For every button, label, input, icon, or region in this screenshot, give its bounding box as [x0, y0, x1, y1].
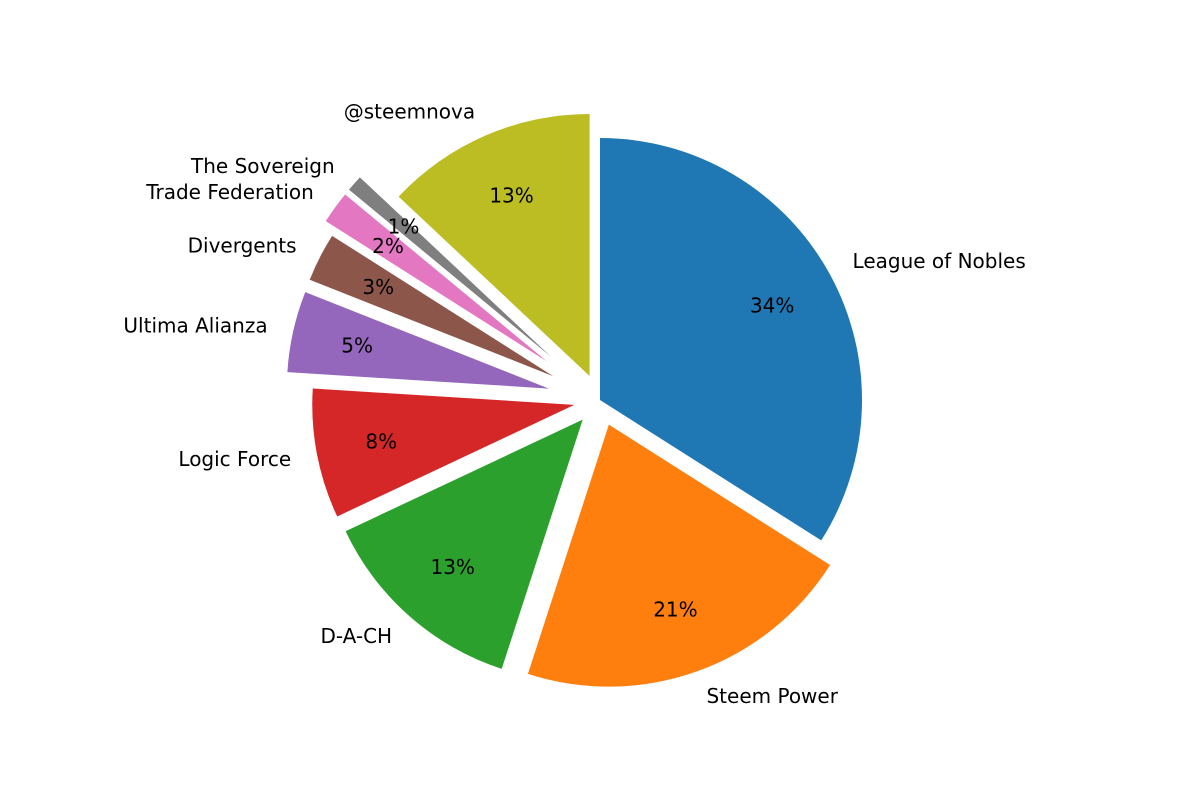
slice-percent-label: 2%: [372, 234, 404, 258]
slice-percent-label: 3%: [362, 275, 394, 299]
pie-slice-the-sovereign: [348, 177, 551, 357]
slice-label: Steem Power: [706, 684, 838, 708]
slice-label: D-A-CH: [320, 624, 392, 648]
slice-percent-label: 1%: [388, 215, 420, 239]
slice-label: League of Nobles: [853, 249, 1026, 273]
pie-labels: League of Nobles 34% Steem Power 21% D-A-CH 1…: [123, 99, 1025, 707]
pie-slice-league-of-nobles: [600, 138, 862, 541]
pie-slice-steemnova: [398, 113, 590, 376]
slice-percent-label: 13%: [430, 555, 474, 579]
pie-slice-steem-power: [527, 424, 831, 687]
slice-label: Divergents: [188, 233, 297, 257]
slice-percent-label: 34%: [750, 293, 794, 317]
slice-percent-label: 21%: [653, 598, 697, 622]
pie-slice-trade-federation: [325, 194, 548, 362]
slice-percent-label: 5%: [341, 334, 373, 358]
pie-slice-ultima-alianza: [287, 292, 549, 389]
slice-label: The Sovereign: [190, 154, 335, 178]
slice-label: Ultima Alianza: [123, 314, 267, 338]
pie-slice-logic-force: [312, 388, 575, 517]
pie-slice-divergents: [309, 235, 554, 377]
pie-slice-d-a-ch: [345, 419, 583, 669]
slice-label: Logic Force: [178, 447, 291, 471]
pie-slices: [287, 113, 862, 687]
slice-label: Trade Federation: [145, 180, 314, 204]
slice-percent-label: 8%: [365, 430, 397, 454]
slice-percent-label: 13%: [489, 184, 533, 208]
slice-label: @steemnova: [344, 99, 475, 123]
